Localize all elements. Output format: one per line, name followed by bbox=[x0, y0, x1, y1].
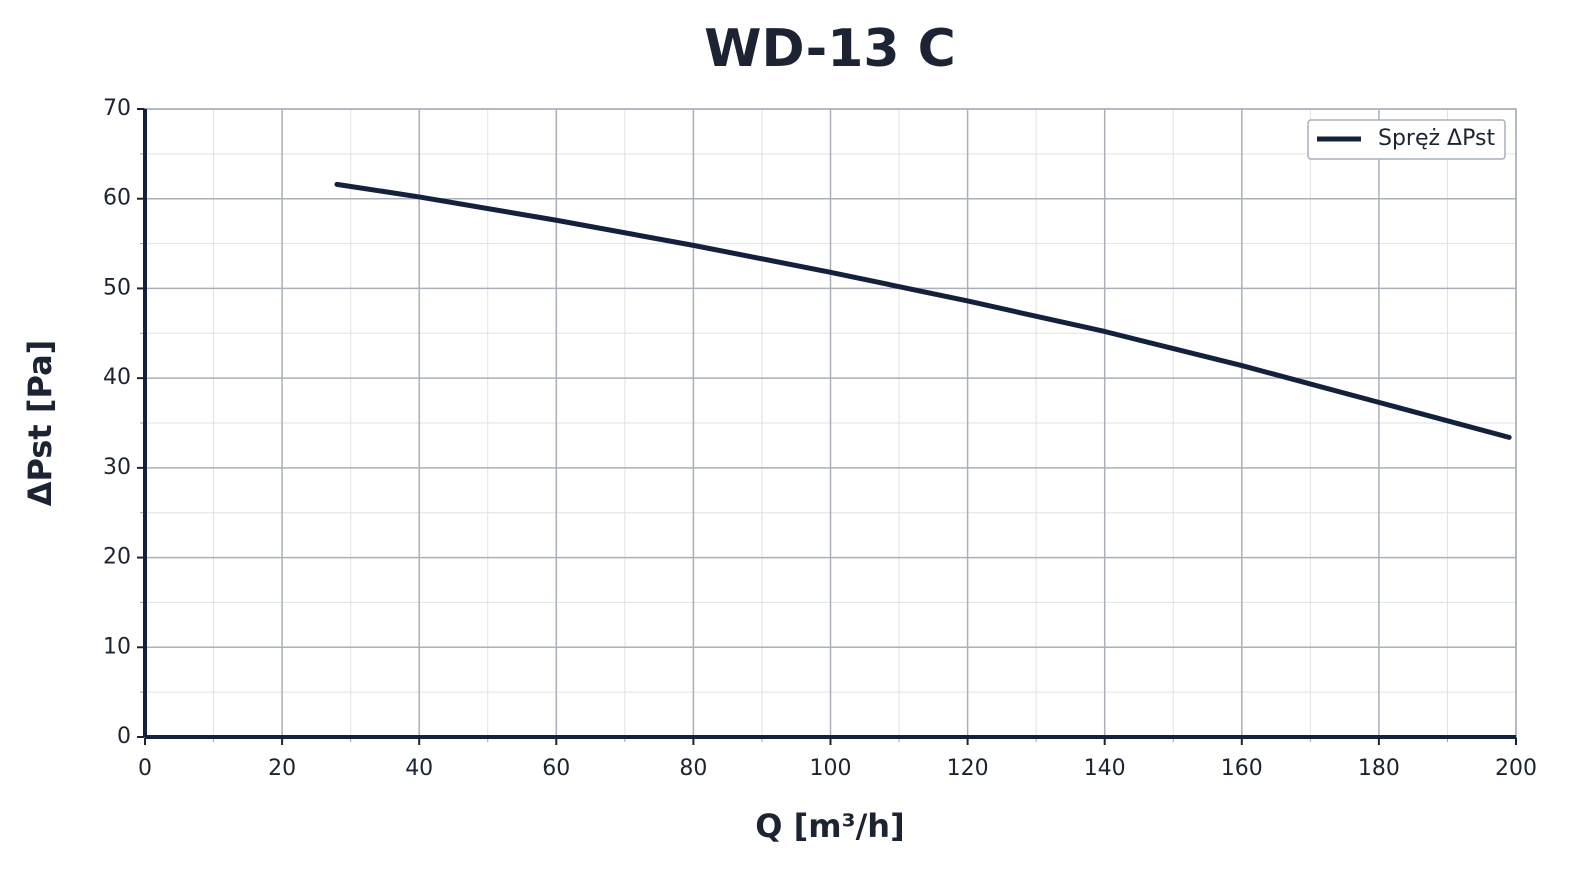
y-tick-label: 50 bbox=[103, 275, 131, 300]
x-tick-label: 180 bbox=[1358, 756, 1400, 781]
x-tick-label: 100 bbox=[810, 756, 852, 781]
y-tick-label: 0 bbox=[117, 724, 131, 749]
x-tick-label: 60 bbox=[542, 756, 570, 781]
y-tick-label: 20 bbox=[103, 545, 131, 570]
y-tick-label: 40 bbox=[103, 365, 131, 390]
y-tick-label: 60 bbox=[103, 186, 131, 211]
y-tick-label: 30 bbox=[103, 455, 131, 480]
y-tick-label: 70 bbox=[103, 96, 131, 121]
x-tick-label: 160 bbox=[1221, 756, 1263, 781]
x-tick-label: 20 bbox=[268, 756, 296, 781]
y-axis-label: ΔPst [Pa] bbox=[21, 340, 59, 507]
x-axis-label: Q [m³/h] bbox=[755, 807, 904, 845]
line bbox=[334, 181, 1512, 440]
chart-title: WD-13 C bbox=[704, 19, 956, 79]
legend-label: Spręż ΔPst bbox=[1378, 126, 1495, 151]
x-tick-label: 200 bbox=[1495, 756, 1537, 781]
x-tick-label: 80 bbox=[679, 756, 707, 781]
x-tick-label: 140 bbox=[1084, 756, 1126, 781]
x-tick-label: 0 bbox=[138, 756, 152, 781]
x-tick-label: 120 bbox=[947, 756, 989, 781]
x-tick-label: 40 bbox=[405, 756, 433, 781]
legend-box bbox=[1307, 119, 1506, 160]
y-tick-label: 10 bbox=[103, 634, 131, 659]
